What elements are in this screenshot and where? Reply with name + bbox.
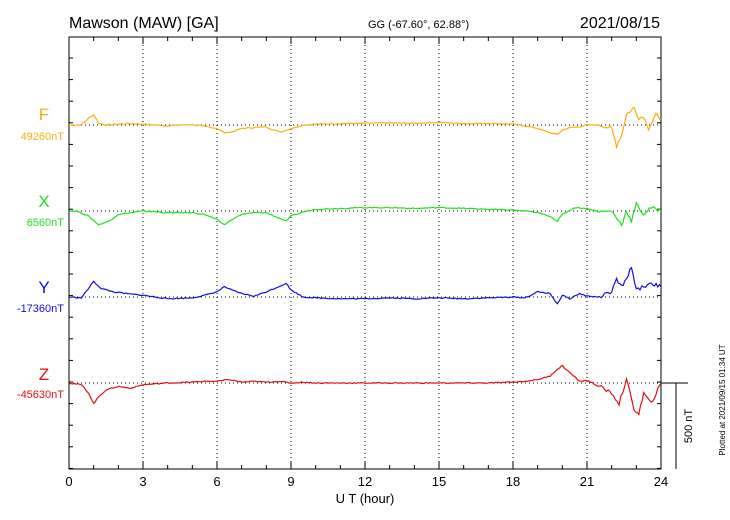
series-line-x: [68, 200, 662, 228]
series-line-y: [68, 266, 662, 305]
series-line-z: [68, 364, 662, 416]
x-tick-label: 12: [358, 474, 372, 489]
x-tick-label: 15: [432, 474, 446, 489]
scale-bar-label: 500 nT: [683, 409, 695, 444]
x-tick-label: 21: [580, 474, 594, 489]
series-name-x: X: [38, 192, 49, 211]
x-tick-label: 3: [139, 474, 146, 489]
x-tick-label: 18: [506, 474, 520, 489]
plot-date: 2021/08/15: [580, 15, 660, 32]
series-name-y: Y: [38, 278, 49, 297]
x-tick-label: 6: [213, 474, 220, 489]
scale-bar: 500 nT: [661, 382, 695, 469]
station-title: Mawson (MAW) [GA]: [69, 15, 219, 32]
label-layer: F 49260nT X 6560nT Y -17360nT Z -45630nT: [17, 105, 64, 401]
station-coords: GG (-67.60°, 62.88°): [368, 19, 469, 31]
plotted-timestamp: Plotted at 2021/09/15 01:34 UT: [718, 344, 727, 455]
grid-layer: [69, 37, 661, 469]
x-tick-label: 9: [287, 474, 294, 489]
series-baseline-z: -45630nT: [17, 389, 64, 401]
tick-layer: 0 3 6 9 12 15 18 21 24: [65, 37, 668, 489]
series-baseline-x: 6560nT: [27, 217, 65, 229]
x-axis-label: U T (hour): [336, 491, 395, 506]
series-name-f: F: [39, 105, 49, 124]
x-tick-label: 24: [654, 474, 668, 489]
series-name-z: Z: [39, 365, 49, 384]
x-tick-label: 0: [65, 474, 72, 489]
series-baseline-y: -17360nT: [17, 303, 64, 315]
series-layer: [68, 106, 662, 416]
series-line-f: [68, 106, 662, 150]
series-baseline-f: 49260nT: [21, 131, 65, 143]
